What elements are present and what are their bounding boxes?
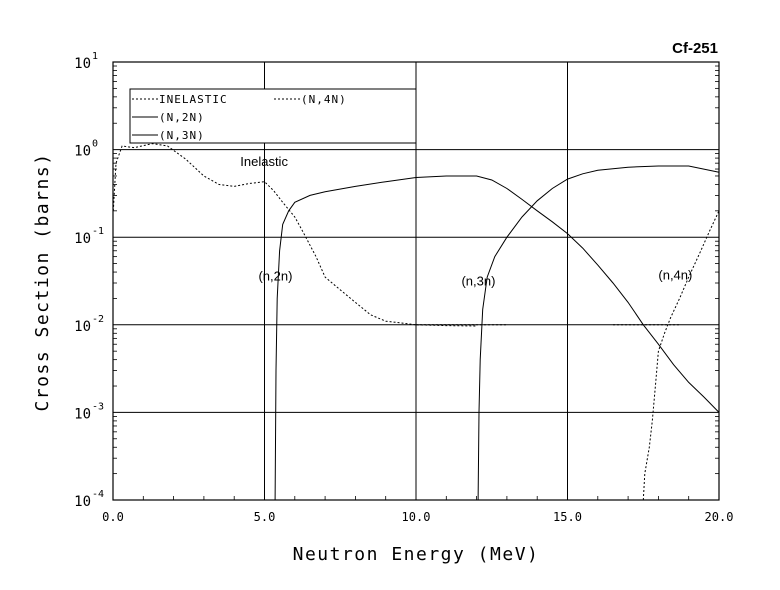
x-tick-label: 20.0 bbox=[705, 510, 734, 524]
y-tick-label: 10 bbox=[74, 494, 91, 510]
legend-label: (N,4N) bbox=[301, 93, 347, 106]
annotation-label: (n,3n) bbox=[461, 274, 495, 289]
y-tick-exponent: -2 bbox=[92, 314, 104, 325]
legend-label: (N,3N) bbox=[159, 129, 205, 142]
x-tick-label: 0.0 bbox=[102, 510, 124, 524]
legend-label: (N,2N) bbox=[159, 111, 205, 124]
series-line-n-3n bbox=[477, 165, 720, 501]
y-tick-exponent: 0 bbox=[92, 139, 98, 150]
plot-frame bbox=[112, 61, 720, 501]
y-tick-exponent: 1 bbox=[92, 51, 98, 62]
y-tick-exponent: -3 bbox=[92, 401, 104, 412]
y-tick-exponent: -4 bbox=[92, 489, 104, 500]
series-line-n-2n bbox=[274, 175, 720, 501]
x-tick-label: 15.0 bbox=[553, 510, 582, 524]
annotations: Inelastic (n,2n) (n,3n) (n,4n) bbox=[240, 154, 692, 289]
series-line-inelastic bbox=[112, 143, 477, 327]
annotation-label: (n,4n) bbox=[658, 267, 692, 282]
y-axis-label: Cross Section (barns) bbox=[32, 152, 53, 411]
series-layer bbox=[112, 143, 720, 501]
y-tick-label: 10 bbox=[74, 56, 91, 72]
y-tick-exponent: -1 bbox=[92, 226, 104, 237]
y-tick-label: 10 bbox=[74, 144, 91, 160]
series-line-n-4n bbox=[642, 210, 720, 501]
y-tick-label: 10 bbox=[74, 231, 91, 247]
chart-title: Cf-251 bbox=[672, 40, 718, 57]
legend-label: INELASTIC bbox=[159, 93, 228, 106]
y-tick-label: 10 bbox=[74, 406, 91, 422]
x-axis-label: Neutron Energy (MeV) bbox=[293, 544, 540, 565]
legend: INELASTIC (N,4N) (N,2N) (N,3N) bbox=[129, 88, 417, 144]
annotation-label: Inelastic bbox=[240, 154, 288, 169]
y-tick-label: 10 bbox=[74, 319, 91, 335]
x-tick-label: 5.0 bbox=[254, 510, 276, 524]
legend-box bbox=[129, 88, 417, 144]
x-tick-label: 10.0 bbox=[402, 510, 431, 524]
annotation-label: (n,2n) bbox=[258, 269, 292, 284]
